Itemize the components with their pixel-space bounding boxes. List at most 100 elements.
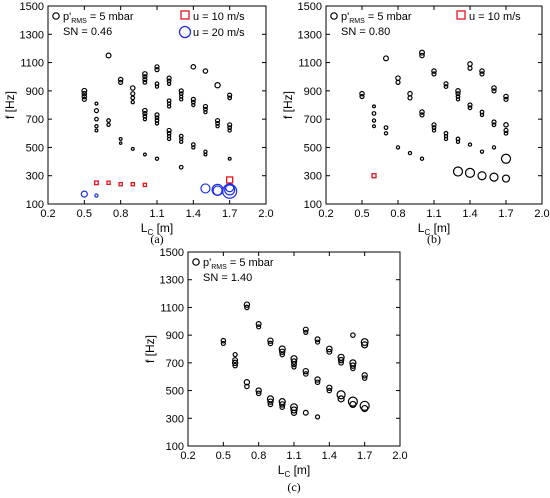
data-point [154,64,160,70]
panel-b: 0.2 0.5 0.8 1.1 1.4 1.7 2.0 100 300 500 700 900 1100… [281,1,550,246]
x-tick-label: 1.7 [357,450,372,462]
data-point [279,351,286,358]
legend-circle-icon [192,258,200,266]
data-point [244,304,250,311]
data-point [142,74,148,80]
legend-sn-label: SN = 1.40 [203,272,252,284]
data-point [267,401,274,408]
legend-square-icon [180,10,190,20]
y-tick-label: 100 [304,199,322,211]
y-tick-label: 900 [304,86,322,98]
panel-a: 0.2 0.5 0.8 1.1 1.4 1.7 2.0 100 300 500 700 900 1100… [3,1,274,246]
data-point [419,52,425,59]
data-point [227,92,233,98]
legend-prms-label: p'RMS = 5 mbar [341,11,412,25]
data-point [395,79,401,85]
data-point [314,379,321,386]
data-point [455,97,461,102]
data-point [243,301,251,308]
data-point-square [142,182,148,188]
data-point [166,104,172,109]
data-point [503,122,509,128]
y-axis-label: f [Hz] [3,91,17,119]
data-point [359,400,370,411]
data-point [267,340,274,347]
data-point [94,193,99,198]
data-point [94,128,99,133]
data-point [372,124,377,129]
x-tick-label: 0.8 [251,450,266,462]
panel-caption: (a) [150,232,163,246]
data-point [200,183,211,194]
data-point [215,124,220,129]
data-point [190,96,196,102]
data-point [491,88,497,94]
data-point [142,107,148,114]
y-tick-label: 1100 [20,58,44,70]
data-point [501,174,511,183]
data-point [191,102,196,108]
data-point [407,95,413,101]
data-point [314,339,321,345]
data-point [467,105,473,111]
y-tick-label: 1300 [20,29,44,41]
data-point [214,81,221,89]
data-point [279,348,286,355]
y-tick-label: 1500 [298,1,322,13]
data-point [290,358,298,365]
data-point [142,79,148,85]
data-point [314,376,321,383]
data-point [106,118,111,123]
data-point [81,93,88,100]
y-tick-label: 1500 [20,1,44,13]
data-point [326,387,333,394]
data-point [477,171,487,181]
data-point [326,384,333,391]
x-axis-label: LC [m] [278,463,310,479]
data-point [503,130,509,136]
data-point [227,95,233,101]
data-point [154,67,160,73]
data-point [464,167,476,178]
data-point [395,145,401,150]
legend-prms-label: p'RMS = 5 mbar [203,257,274,271]
data-point [302,409,309,416]
legend-series-label: u = 10 m/s [193,11,245,23]
data-point [154,84,160,89]
data-point [359,90,365,97]
data-point [129,85,136,91]
data-point [349,362,357,369]
data-point [81,96,87,102]
data-point [203,109,208,115]
data-point [256,324,262,330]
data-point [371,111,377,116]
panel-caption: (b) [427,232,441,246]
legend-square-icon [456,10,466,20]
legend-prms-label: p'RMS = 5 mbar [63,11,134,25]
y-tick-label: 500 [304,142,322,154]
data-point [94,101,99,106]
y-tick-label: 700 [26,114,44,126]
x-tick-label: 1.1 [149,208,164,220]
legend-circle-icon [330,12,338,20]
y-tick-label: 900 [26,86,44,98]
data-point [419,109,425,115]
data-point [383,55,390,62]
data-point [361,372,368,379]
data-point [179,97,184,102]
x-tick-label: 0.2 [180,450,195,462]
data-point [130,95,136,101]
data-point [81,87,88,94]
data-point [479,68,485,74]
data-point [350,332,356,338]
x-tick-label: 2.0 [258,208,273,220]
data-point [227,128,232,133]
legend-sn-label: SN = 0.80 [341,26,390,38]
data-point [166,127,172,134]
data-point [166,136,172,142]
data-point [302,371,309,377]
data-point [500,153,512,164]
data-point [419,156,425,161]
data-point [349,400,357,409]
